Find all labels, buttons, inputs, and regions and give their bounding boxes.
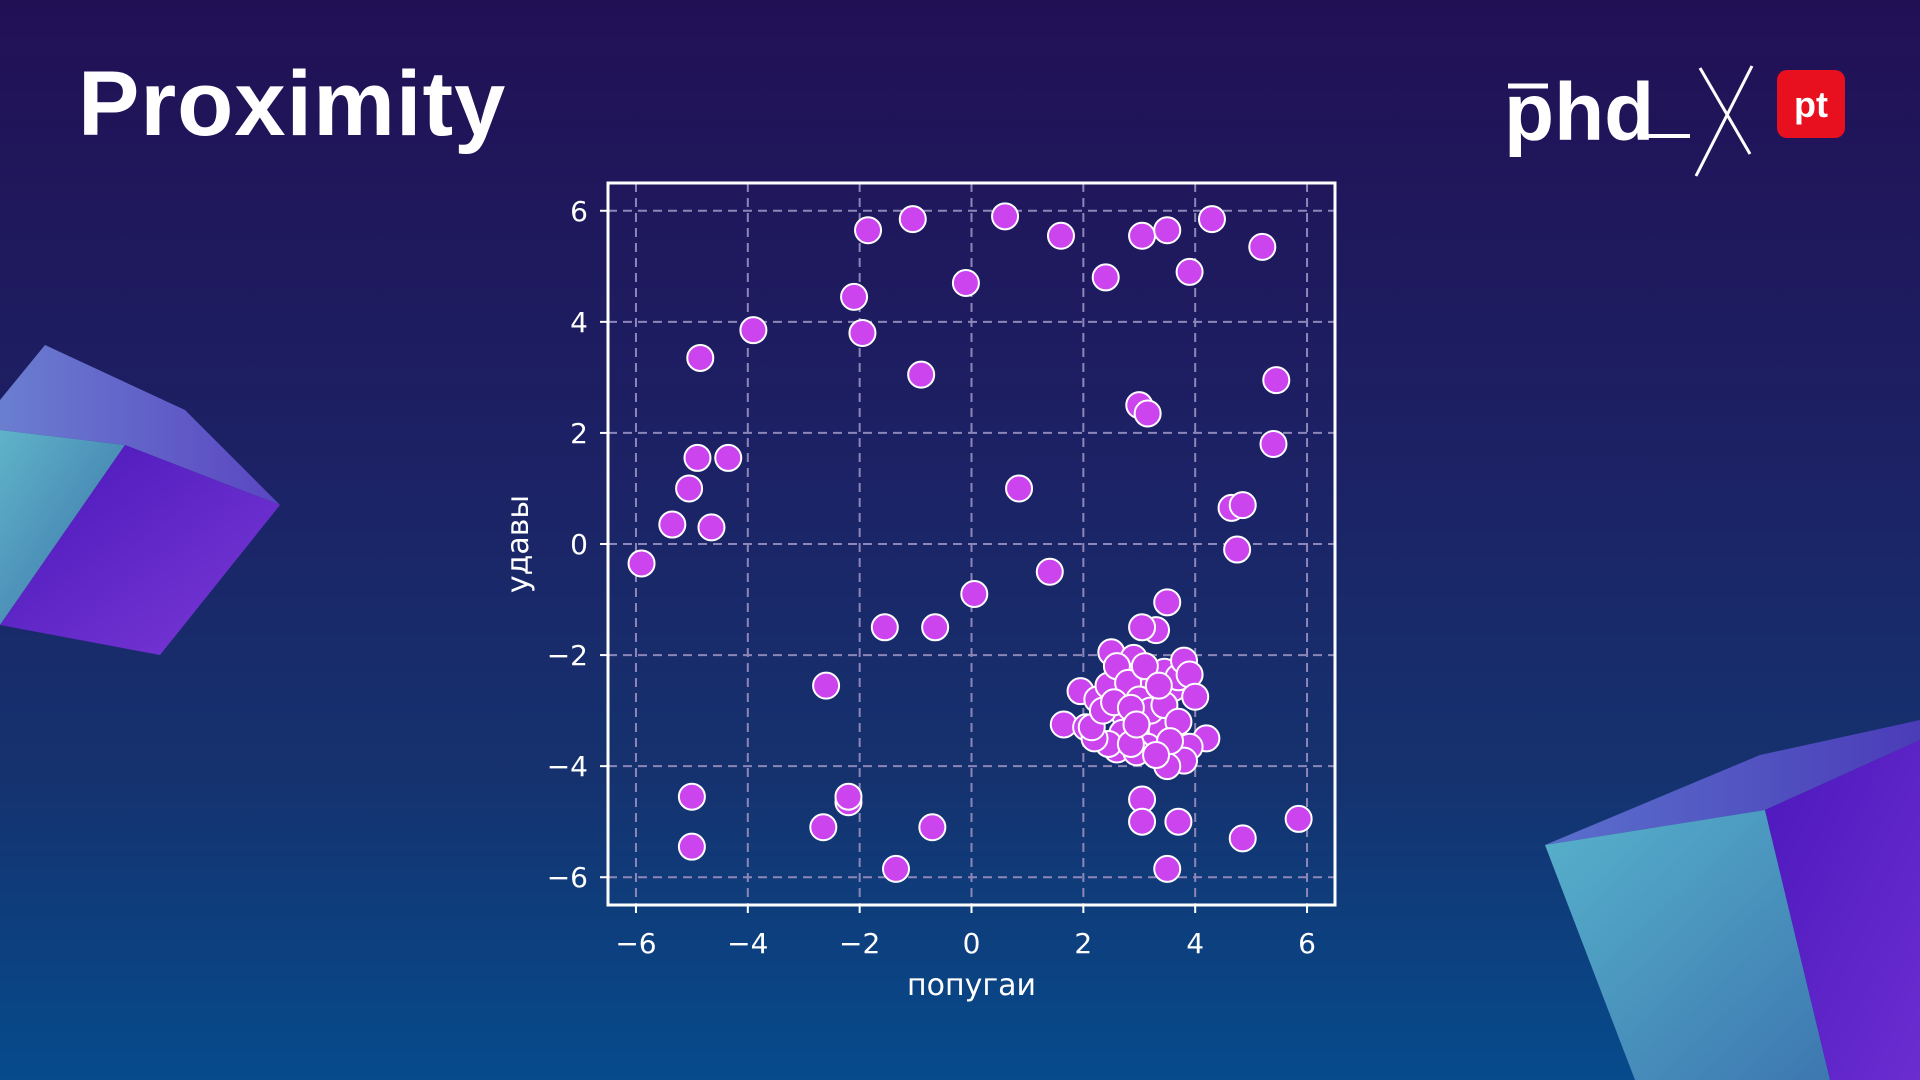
x-tick-labels: −6 −4 −2 0 2 4 6 [615, 927, 1316, 960]
x-axis-label: попугаи [907, 968, 1036, 1003]
scatter-point [739, 316, 768, 345]
scatter-point [1181, 682, 1210, 711]
pt-badge-text: pt [1794, 84, 1828, 125]
scatter-point [697, 513, 726, 542]
y-tick-label: 0 [570, 528, 588, 561]
scatter-point [1153, 854, 1182, 883]
scatter-point [686, 343, 715, 372]
scatter-point [812, 671, 841, 700]
x-tick-label: 4 [1186, 927, 1204, 960]
scatter-point [627, 549, 656, 578]
pt-badge [1777, 70, 1845, 138]
y-tick-label: −4 [547, 750, 588, 783]
scatter-point [951, 268, 980, 297]
scatter-point [1223, 535, 1252, 564]
scatter-point [809, 813, 838, 842]
scatter-point [683, 443, 712, 472]
x-tick-label: −2 [839, 927, 880, 960]
scatter-point [1164, 807, 1193, 836]
scatter-point [1175, 257, 1204, 286]
scatter-point [675, 474, 704, 503]
scatter-point [848, 318, 877, 347]
scatter-point [1128, 613, 1157, 642]
logo-x-stroke-b [1694, 65, 1754, 177]
scatter-point [714, 443, 743, 472]
scatter-point [1153, 216, 1182, 245]
logo-x-stroke-a [1698, 67, 1752, 155]
scatter-point [1128, 807, 1157, 836]
slide-title: Proximity [78, 53, 507, 155]
scatter-point [1005, 474, 1034, 503]
scatter-point [870, 613, 899, 642]
x-tick-label: −6 [615, 927, 656, 960]
scatter-point [1142, 741, 1171, 770]
x-tick-label: 6 [1298, 927, 1316, 960]
y-axis-label: удавы [501, 495, 536, 593]
plot-frame [606, 181, 1337, 907]
scatter-point [1035, 557, 1064, 586]
scatter-point [1046, 221, 1075, 250]
scatter-point [1259, 430, 1288, 459]
scatter-point [1197, 205, 1226, 234]
scatter-point [1228, 824, 1257, 853]
scatter-point [677, 832, 706, 861]
scatter-point [1133, 399, 1162, 428]
scatter-point [991, 202, 1020, 231]
scatter-point [1153, 588, 1182, 617]
scatter-point [898, 205, 927, 234]
scatter-point [1128, 221, 1157, 250]
y-tick-label: −6 [547, 861, 588, 894]
scatter-point [1262, 366, 1291, 395]
y-tick-label: 2 [570, 417, 588, 450]
scatter-point [658, 510, 687, 539]
scatter-point [882, 854, 911, 883]
phd-pt-logo: phd pt [1504, 65, 1845, 177]
scatter-point [907, 360, 936, 389]
scatter-point [921, 613, 950, 642]
x-tick-label: −4 [727, 927, 768, 960]
y-tick-label: 4 [570, 306, 588, 339]
logo-text: phd [1504, 67, 1654, 158]
scatter-point [1130, 652, 1159, 681]
scatter-point [1091, 263, 1120, 292]
y-tick-label: 6 [570, 195, 588, 228]
scatter-point [840, 282, 869, 311]
y-tick-labels: −6 −4 −2 0 2 4 6 [547, 195, 588, 894]
scatter-point [1284, 804, 1313, 833]
scatter-point [854, 216, 883, 245]
scatter-point [834, 782, 863, 811]
scatter-points [627, 202, 1313, 883]
scatter-point [1144, 671, 1173, 700]
grid-lines [608, 183, 1335, 905]
scatter-point [960, 579, 989, 608]
scatter-point [1228, 491, 1257, 520]
x-tick-label: 0 [963, 927, 981, 960]
x-tick-label: 2 [1074, 927, 1092, 960]
scatter-point [918, 813, 947, 842]
tick-marks [600, 209, 1309, 913]
cube-left-decoration [0, 345, 280, 655]
y-tick-label: −2 [547, 639, 588, 672]
scatter-point [1122, 710, 1151, 739]
scatter-point [1248, 232, 1277, 261]
scatter-point [677, 782, 706, 811]
cube-right-decoration [1545, 720, 1920, 1080]
